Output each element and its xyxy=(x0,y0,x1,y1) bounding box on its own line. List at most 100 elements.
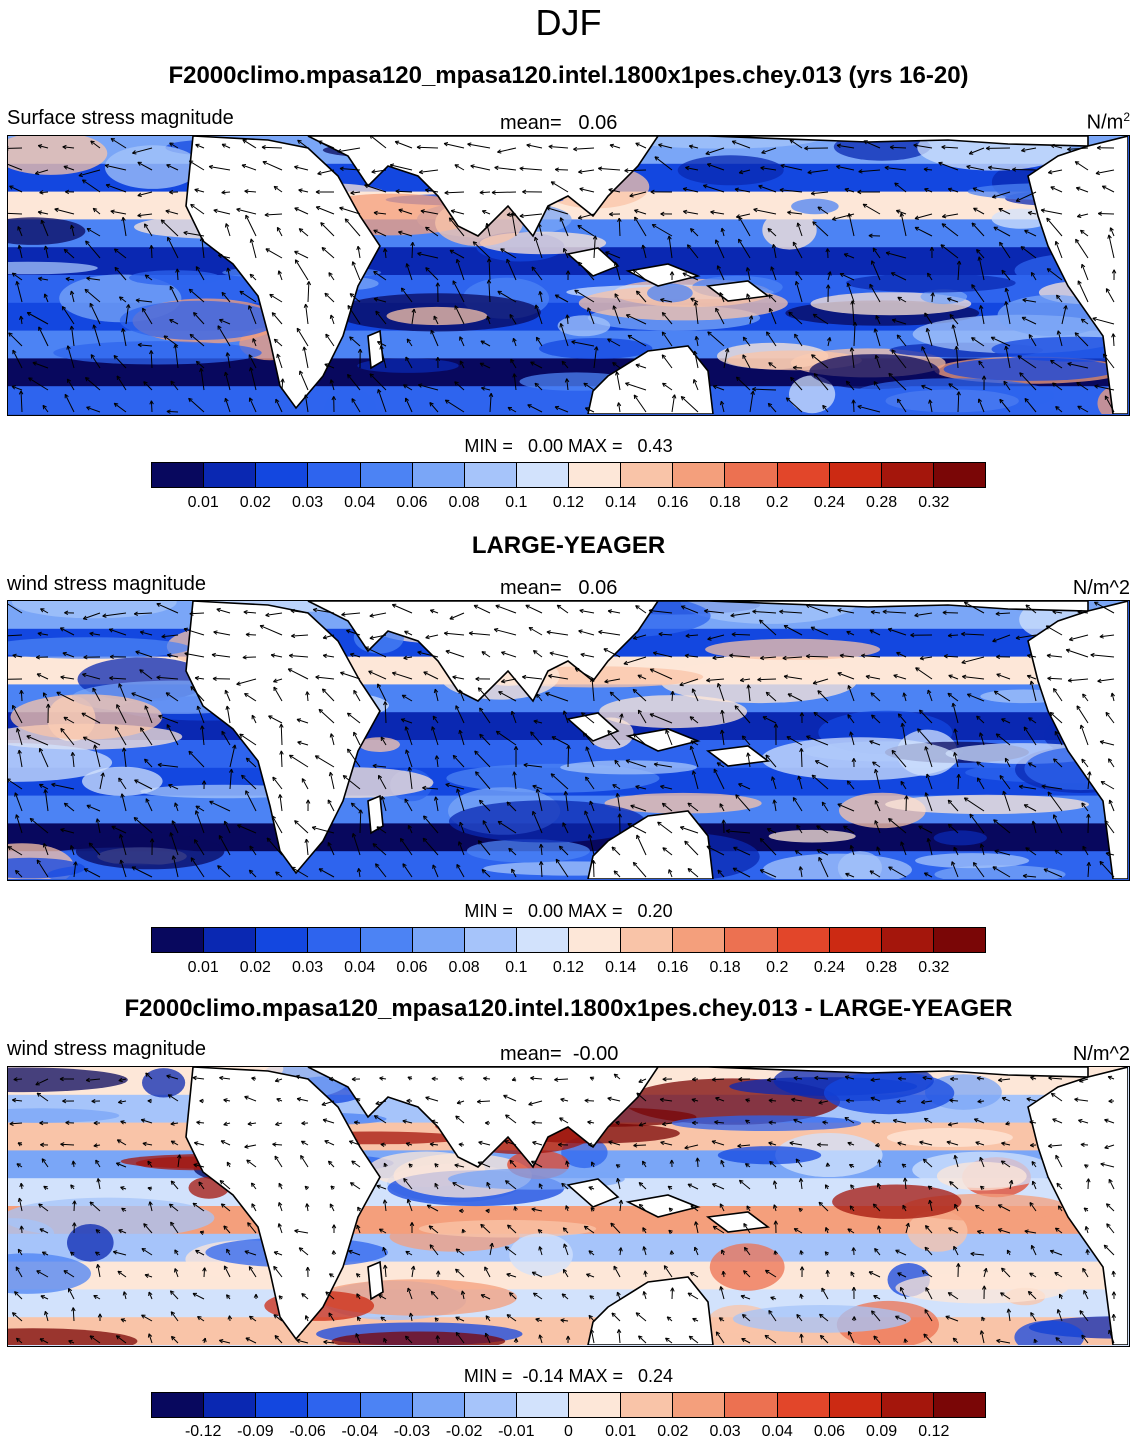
vector-arrowhead xyxy=(690,740,695,745)
vector-arrowhead xyxy=(1110,692,1115,698)
stress-vector xyxy=(455,1332,465,1344)
vector-arrowhead xyxy=(731,632,736,637)
vector-arrowhead xyxy=(973,207,978,212)
vector-arrowhead xyxy=(454,164,459,169)
vector-arrowhead xyxy=(26,312,32,317)
stress-vector xyxy=(712,1183,725,1190)
panel-2-title: LARGE-YEAGER xyxy=(471,532,666,559)
vector-arrowhead xyxy=(144,1273,150,1278)
vector-arrowhead xyxy=(661,331,667,336)
vector-arrowhead xyxy=(355,1333,360,1338)
stress-vector xyxy=(433,315,439,325)
stress-vector xyxy=(771,776,777,790)
vector-arrowhead xyxy=(379,345,384,350)
stress-vector xyxy=(636,834,647,856)
colorbar-box xyxy=(881,928,934,952)
vector-arrowhead xyxy=(948,674,953,679)
vector-arrowhead xyxy=(789,1141,794,1146)
stress-vector xyxy=(660,1141,673,1146)
stress-vector xyxy=(297,741,309,746)
stress-vector xyxy=(868,1271,881,1278)
field-blob xyxy=(775,1133,883,1177)
vector-arrowhead xyxy=(120,793,125,798)
vector-arrowhead xyxy=(141,1314,146,1319)
stress-vector xyxy=(188,288,205,303)
stress-vector xyxy=(35,169,49,175)
vector-arrowhead xyxy=(171,820,176,825)
vector-arrowhead xyxy=(738,169,744,175)
vector-arrowhead xyxy=(1077,609,1082,615)
vector-arrowhead xyxy=(1103,1244,1109,1250)
vector-arrowhead xyxy=(897,1141,902,1146)
stress-vector xyxy=(753,208,777,215)
vector-arrowhead xyxy=(948,383,953,388)
vector-arrowhead xyxy=(276,1098,281,1103)
stress-vector xyxy=(767,228,777,237)
stress-vector xyxy=(1015,634,1037,639)
stress-vector xyxy=(992,191,1011,198)
stress-vector xyxy=(324,363,335,369)
vector-arrowhead xyxy=(619,713,624,718)
vector-arrowhead xyxy=(273,185,279,191)
stress-vector xyxy=(839,273,855,281)
stress-vector xyxy=(999,775,1011,790)
stress-vector xyxy=(888,372,907,391)
stress-vector xyxy=(837,672,855,680)
stress-vector xyxy=(479,707,491,724)
vector-arrowhead xyxy=(133,611,139,616)
vector-arrowhead xyxy=(500,248,505,253)
stress-vector xyxy=(93,324,101,347)
vector-arrowhead xyxy=(475,771,480,776)
stress-vector xyxy=(717,265,725,281)
vector-arrowhead xyxy=(245,1337,250,1342)
vector-arrowhead xyxy=(971,222,976,227)
stress-vector xyxy=(455,1248,465,1256)
vector-arrowhead xyxy=(241,774,246,780)
stress-vector xyxy=(1048,1077,1063,1080)
stress-vector xyxy=(523,764,543,768)
vector-arrowhead xyxy=(850,1271,855,1276)
vector-arrowhead xyxy=(1096,145,1101,151)
stress-vector xyxy=(563,1243,569,1256)
vector-arrowhead xyxy=(590,1207,595,1212)
vector-arrowhead xyxy=(375,863,380,868)
stress-vector xyxy=(616,371,621,391)
vector-arrowhead xyxy=(512,771,517,776)
vector-arrowhead xyxy=(217,865,222,870)
vector-arrowhead xyxy=(429,402,434,407)
stress-vector xyxy=(618,1329,621,1344)
vector-arrowhead xyxy=(242,655,247,660)
vector-arrowhead xyxy=(117,1099,123,1105)
vector-arrowhead xyxy=(449,615,454,620)
stress-vector xyxy=(571,341,595,347)
vector-arrowhead xyxy=(1004,287,1009,293)
vector-arrowhead xyxy=(888,372,893,378)
stress-vector xyxy=(954,1203,959,1212)
stress-vector xyxy=(221,143,231,149)
vector-arrowhead xyxy=(560,1318,565,1323)
stress-vector xyxy=(1057,1309,1063,1322)
stress-vector xyxy=(506,1273,517,1278)
stress-vector xyxy=(687,868,699,878)
stress-vector xyxy=(649,668,673,680)
stress-vector xyxy=(273,1251,283,1256)
vector-arrowhead xyxy=(863,140,868,145)
vector-arrowhead xyxy=(225,352,231,357)
vector-arrowhead xyxy=(614,759,619,765)
stress-vector xyxy=(995,612,1011,615)
stress-vector xyxy=(869,283,881,303)
stress-vector xyxy=(123,747,127,768)
vector-arrowhead xyxy=(95,1159,100,1165)
stress-vector xyxy=(765,691,777,702)
stress-vector xyxy=(271,312,283,325)
stress-vector xyxy=(540,844,543,856)
colorbar-box xyxy=(464,463,517,487)
min-label: MIN = xyxy=(463,1366,513,1386)
stress-vector xyxy=(845,380,855,391)
vector-arrowhead xyxy=(298,1247,304,1252)
stress-vector xyxy=(219,1077,231,1080)
vector-arrowhead xyxy=(218,834,223,840)
stress-vector xyxy=(924,1309,933,1322)
vector-arrowhead xyxy=(924,746,929,751)
vector-arrowhead xyxy=(998,208,1003,212)
